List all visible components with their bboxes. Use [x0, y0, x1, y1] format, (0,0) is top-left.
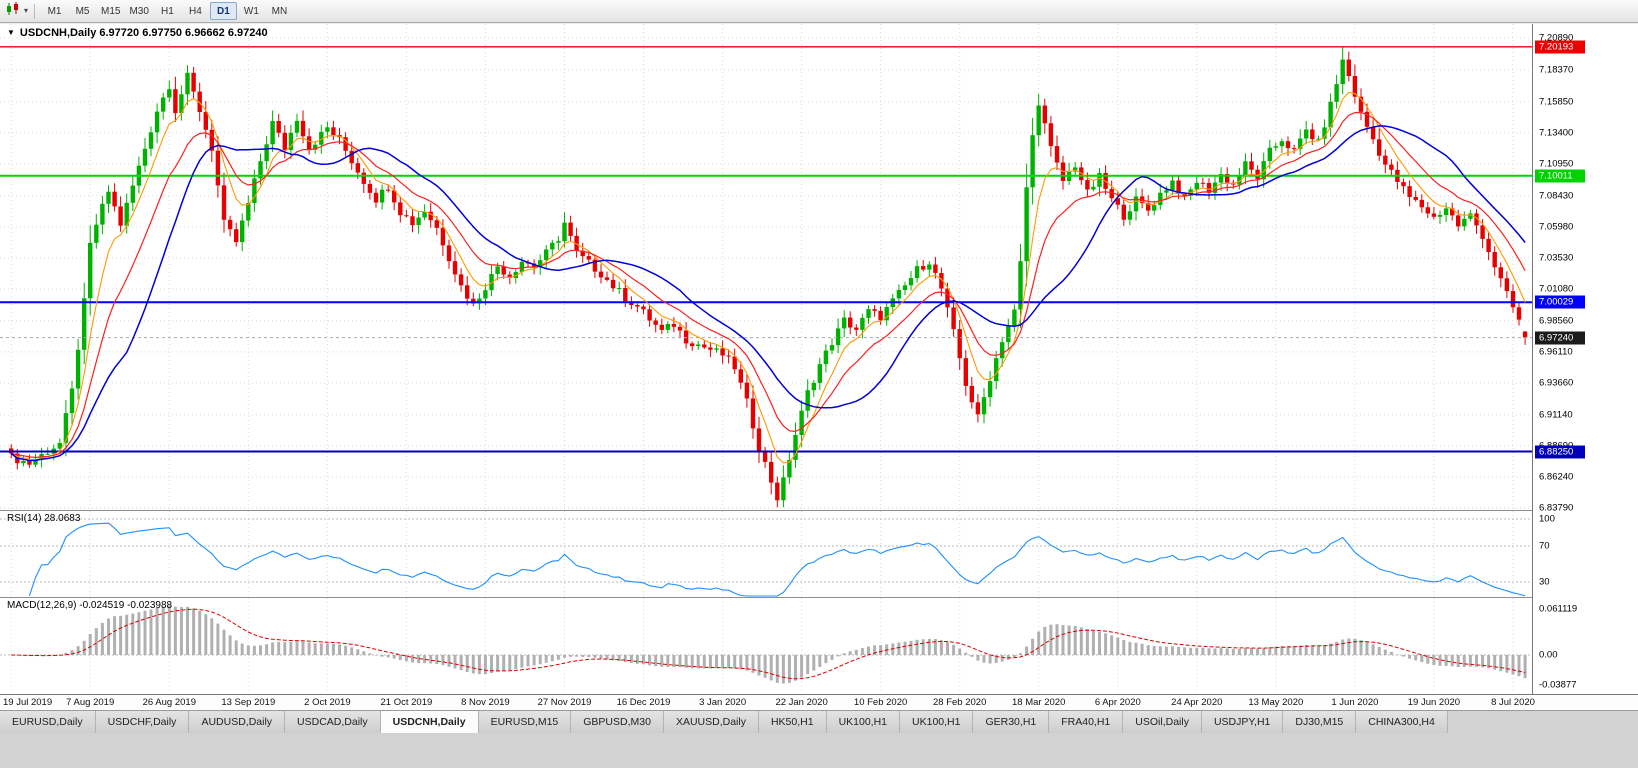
timeframe-button-d1[interactable]: D1	[209, 2, 237, 20]
chart-tab-hk50-h1[interactable]: HK50,H1	[758, 711, 827, 733]
price-line-badge: 7.00029	[1535, 295, 1585, 309]
chart-tab-usoil-daily[interactable]: USOil,Daily	[1123, 711, 1202, 733]
current-price-badge: 6.97240	[1535, 331, 1585, 345]
price-scale-label: 7.15850	[1539, 96, 1574, 108]
main-chart-canvas	[0, 24, 1532, 510]
chart-tab-usdchf-daily[interactable]: USDCHF,Daily	[95, 711, 190, 733]
timeframe-button-h4[interactable]: H4	[189, 6, 202, 17]
timeframe-buttons: M1 M5 M15 M30 H1 H4 D1 W1 MN	[41, 2, 294, 20]
price-scale-label: 6.93660	[1539, 377, 1574, 389]
price-scale-label: 7.01080	[1539, 283, 1574, 295]
chart-tab-uk100-h1[interactable]: UK100,H1	[900, 711, 974, 733]
price-scale-label: 6.83790	[1539, 502, 1574, 514]
rsi-scale-label: 70	[1539, 540, 1550, 552]
price-line-badge: 7.10011	[1535, 169, 1585, 183]
price-scale-label: 7.18370	[1539, 64, 1574, 76]
chart-tab-xauusd-daily[interactable]: XAUUSD,Daily	[663, 711, 759, 733]
chart-tab-audusd-daily[interactable]: AUDUSD,Daily	[189, 711, 286, 733]
date-label: 22 Jan 2020	[775, 697, 828, 708]
date-label: 26 Aug 2019	[142, 697, 196, 708]
date-label: 8 Jul 2020	[1491, 697, 1535, 708]
rsi-canvas	[0, 511, 1532, 597]
price-scale-label: 7.13400	[1539, 127, 1574, 139]
date-label: 2 Oct 2019	[304, 697, 351, 708]
chart-tab-fra40-h1[interactable]: FRA40,H1	[1049, 711, 1124, 733]
timeframe-button-m5[interactable]: M5	[75, 6, 90, 17]
timeframe-button-m1[interactable]: M1	[47, 6, 62, 17]
price-scale-label: 7.20890	[1539, 32, 1574, 44]
date-label: 7 Aug 2019	[66, 697, 115, 708]
chart-tab-eurusd-m15[interactable]: EURUSD,M15	[478, 711, 572, 733]
date-label: 19 Jul 2019	[3, 697, 53, 708]
date-label: 21 Oct 2019	[380, 697, 433, 708]
chart-tab-gbpusd-m30[interactable]: GBPUSD,M30	[571, 711, 664, 733]
macd-scale-label: -0.03877	[1539, 679, 1577, 690]
date-label: 28 Feb 2020	[933, 697, 987, 708]
macd-canvas	[0, 598, 1532, 694]
date-label: 19 Jun 2020	[1407, 697, 1461, 708]
timeframe-button-w1[interactable]: W1	[243, 6, 259, 17]
chart-tab-dj30-m15[interactable]: DJ30,M15	[1283, 711, 1357, 733]
rsi-scale-label: 30	[1539, 576, 1550, 588]
chart-region: ▼ USDCNH,Daily 6.97720 6.97750 6.96662 6…	[0, 24, 1638, 694]
date-label: 3 Jan 2020	[699, 697, 747, 708]
price-line-badge: 7.20193	[1535, 40, 1585, 54]
toolbar: ▾ M1 M5 M15 M30 H1 H4 D1 W1 MN	[0, 0, 1638, 23]
price-scale-label: 7.05980	[1539, 221, 1574, 233]
timeframe-button-mn[interactable]: MN	[271, 6, 288, 17]
price-scale-label: 6.98560	[1539, 315, 1574, 327]
bottom-filler	[0, 733, 1638, 768]
macd-scale-label: 0.061119	[1539, 603, 1578, 614]
dropdown-caret-icon[interactable]: ▾	[24, 6, 29, 15]
date-label: 18 Mar 2020	[1012, 697, 1066, 708]
price-line-badge: 6.88250	[1535, 445, 1585, 458]
chart-tab-usdcad-daily[interactable]: USDCAD,Daily	[285, 711, 381, 733]
price-scale-label: 6.86240	[1539, 471, 1574, 483]
rsi-scale-label: 100	[1539, 513, 1555, 525]
price-scale-label: 6.96110	[1539, 346, 1573, 358]
price-scale-label: 7.08430	[1539, 190, 1574, 202]
macd-scale-label: 0.00	[1539, 649, 1558, 661]
chart-tab-china300-h4[interactable]: CHINA300,H4	[1356, 711, 1448, 733]
price-scale-label: 7.10950	[1539, 158, 1574, 170]
chart-tab-eurusd-daily[interactable]: EURUSD,Daily	[0, 711, 96, 733]
rsi-panel[interactable]: RSI(14) 28.0683	[0, 511, 1532, 598]
price-scale[interactable]: 7.20890 7.18370 7.15850 7.13400 7.10950 7.084…	[1532, 24, 1638, 694]
date-label: 6 Apr 2020	[1094, 697, 1141, 708]
chart-tab-ger30-h1[interactable]: GER30,H1	[973, 711, 1050, 733]
toolbar-separator	[34, 3, 36, 19]
time-axis[interactable]: 19 Jul 2019 7 Aug 2019 26 Aug 2019 13 Sep 2…	[0, 694, 1638, 710]
date-label: 8 Nov 2019	[461, 697, 510, 708]
date-label: 13 May 2020	[1248, 697, 1304, 708]
date-label: 10 Feb 2020	[853, 697, 908, 708]
chart-tabs: EURUSD,Daily USDCHF,Daily AUDUSD,Daily USDC…	[0, 710, 1638, 733]
main-chart-panel[interactable]: ▼ USDCNH,Daily 6.97720 6.97750 6.96662 6…	[0, 24, 1532, 511]
chart-tab-usdcnh-daily[interactable]: USDCNH,Daily	[380, 711, 479, 733]
date-label: 16 Dec 2019	[616, 697, 671, 708]
toolbar-icons: ▾	[5, 1, 29, 21]
timeframe-button-m30[interactable]: M30	[129, 6, 149, 17]
price-scale-label: 7.03530	[1539, 252, 1574, 264]
chart-tab-uk100-h1[interactable]: UK100,H1	[826, 711, 901, 733]
candlestick-chart-glyph	[7, 1, 18, 15]
date-label: 27 Nov 2019	[537, 697, 592, 708]
price-scale-label: 6.91140	[1539, 409, 1573, 421]
timeframe-button-h1[interactable]: H1	[161, 6, 174, 17]
date-label: 1 Jun 2020	[1331, 697, 1379, 708]
chart-tab-usdjpy-h1[interactable]: USDJPY,H1	[1201, 711, 1284, 733]
timeframe-button-m15[interactable]: M15	[101, 6, 121, 17]
macd-panel[interactable]: MACD(12,26,9) -0.024519 -0.023988	[0, 598, 1532, 694]
date-label: 13 Sep 2019	[221, 697, 276, 708]
candlestick-chart-icon[interactable]	[5, 1, 21, 21]
date-label: 24 Apr 2020	[1171, 697, 1223, 708]
